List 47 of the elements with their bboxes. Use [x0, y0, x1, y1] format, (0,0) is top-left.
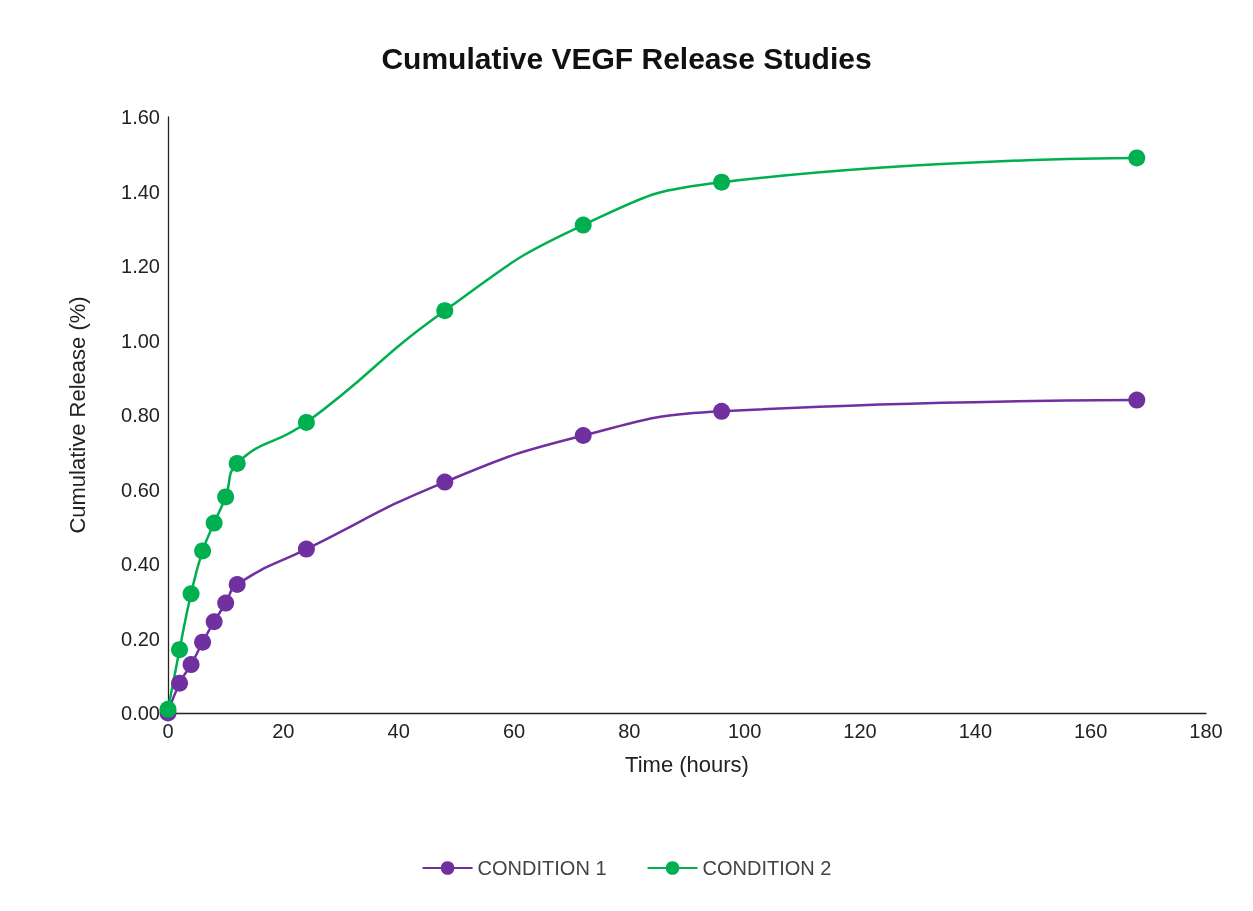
point	[297, 540, 315, 558]
x-tick-label: 140	[958, 720, 993, 742]
y-tick-label: 1.60	[121, 106, 160, 128]
point	[205, 613, 223, 631]
x-tick-label: 80	[618, 720, 641, 742]
point	[436, 473, 454, 491]
legend-label: CONDITION 1	[477, 857, 607, 879]
y-tick-label: 0.20	[121, 627, 160, 650]
x-tick-label: 20	[272, 720, 295, 742]
point	[159, 700, 177, 718]
chart-title: Cumulative VEGF Release Studies	[381, 41, 872, 75]
x-tick-label: 60	[502, 720, 526, 742]
x-tick-label: 0	[162, 720, 174, 742]
point	[194, 633, 212, 651]
point	[436, 302, 454, 320]
point	[228, 575, 246, 593]
y-tick-label: 1.00	[121, 329, 160, 352]
x-tick-label: 160	[1073, 720, 1108, 742]
x-tick-label: 40	[387, 720, 410, 742]
x-tick-label: 120	[843, 720, 877, 742]
y-tick-label: 1.20	[121, 255, 160, 277]
y-tick-label: 1.40	[121, 180, 160, 203]
point	[217, 594, 235, 612]
y-tick-label: 0.80	[121, 404, 160, 426]
point	[1128, 149, 1146, 167]
point	[171, 641, 189, 659]
point	[171, 674, 189, 692]
point	[182, 585, 200, 603]
point	[1128, 391, 1146, 409]
point	[194, 542, 212, 560]
point	[713, 173, 731, 191]
y-tick-label: 0.40	[121, 553, 160, 575]
y-tick-label: 0.60	[121, 478, 160, 501]
point	[228, 454, 246, 472]
point	[217, 488, 235, 506]
y-axis-title: Cumulative Release (%)	[64, 296, 90, 534]
legend-label: CONDITION 2	[702, 857, 832, 879]
point	[205, 514, 223, 532]
point	[574, 426, 592, 444]
x-axis-title: Time (hours)	[625, 751, 749, 777]
x-tick-label: 180	[1189, 720, 1223, 742]
point	[297, 413, 315, 431]
point	[182, 656, 200, 674]
point	[713, 402, 731, 420]
x-tick-label: 100	[727, 720, 762, 742]
point	[574, 216, 592, 234]
y-tick-label: 0.00	[121, 702, 160, 724]
